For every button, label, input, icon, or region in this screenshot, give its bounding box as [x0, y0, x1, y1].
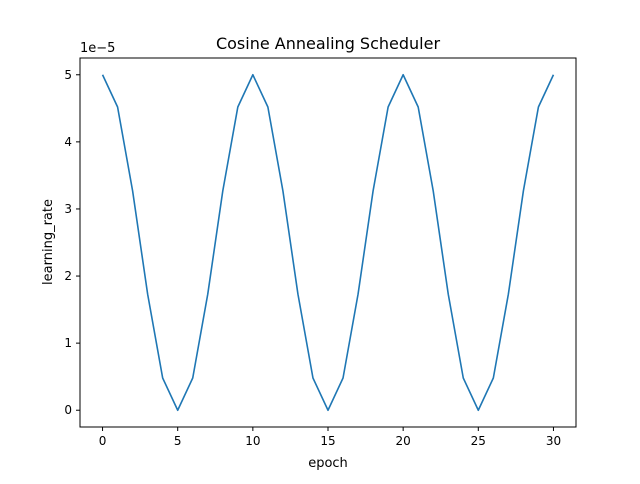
y-tick-label: 0 [64, 403, 72, 417]
series-line [101, 73, 555, 412]
x-tick-label: 15 [320, 434, 335, 448]
y-tick-label: 5 [64, 68, 72, 82]
y-axis-label: learning_rate [41, 199, 56, 285]
x-tick-label: 25 [471, 434, 486, 448]
x-tick-label: 20 [396, 434, 411, 448]
x-tick-label: 5 [174, 434, 182, 448]
y-tick-label: 2 [64, 269, 72, 283]
x-tick-label: 10 [245, 434, 260, 448]
x-tick-label: 30 [546, 434, 561, 448]
axis-ticks: 0 5 10 15 20 25 30 0 1 2 3 4 5 [64, 68, 561, 448]
y-offset-label: 1e−5 [80, 41, 115, 56]
y-tick-label: 1 [64, 336, 72, 350]
chart-title: Cosine Annealing Scheduler [216, 34, 440, 53]
x-axis-label: epoch [308, 456, 348, 471]
y-tick-label: 4 [64, 135, 72, 149]
y-tick-label: 3 [64, 202, 72, 216]
plot-frame [79, 57, 577, 428]
x-tick-label: 0 [99, 434, 107, 448]
series-layer [101, 73, 555, 412]
